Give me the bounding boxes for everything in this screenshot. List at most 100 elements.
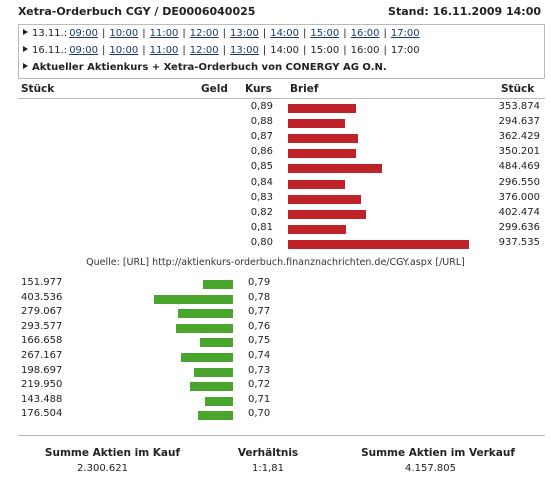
ask-price-label: 0,88 (250, 116, 273, 128)
triangle-right-icon (23, 29, 28, 35)
nav-separator: | (303, 28, 307, 39)
bid-bar (180, 353, 233, 362)
nav-time-1-3[interactable]: 12:00 (189, 45, 219, 56)
nav-time-1-4[interactable]: 13:00 (230, 45, 259, 56)
ask-row: 0,85 484.469 (0, 161, 551, 176)
ask-price-label: 0,85 (250, 161, 273, 173)
bid-row: 143.488 0,71 (0, 394, 551, 409)
nav-time-1-0[interactable]: 09:00 (69, 45, 99, 56)
nav-time-0-2[interactable]: 11:00 (149, 28, 179, 39)
nav-time-0-1[interactable]: 10:00 (109, 28, 139, 39)
bid-volume-label: 219.950 (21, 379, 63, 391)
bid-row: 403.536 0,78 (0, 292, 551, 307)
ask-bar (288, 164, 382, 174)
bid-volume-label: 151.977 (21, 277, 63, 288)
ask-volume-label: 937.535 (498, 236, 540, 248)
nav-separator: | (262, 28, 267, 39)
ask-row: 0,89 353.874 (0, 101, 551, 116)
verhaeltnis-label: Verhältnis (237, 447, 299, 459)
nav-separator: | (303, 45, 307, 56)
nav-separator: | (182, 28, 186, 39)
nav-separator: | (102, 45, 106, 56)
bid-row: 219.950 0,72 (0, 379, 551, 394)
nav-time-1-1[interactable]: 10:00 (109, 45, 139, 56)
triangle-right-icon (23, 63, 28, 69)
header-divider (18, 98, 545, 99)
ask-row: 0,83 376.000 (0, 192, 551, 207)
ask-volume-label: 296.550 (498, 176, 540, 188)
bid-price-label: 0,79 (248, 277, 271, 288)
bid-row: 279.067 0,77 (0, 306, 551, 321)
ask-bar (288, 239, 469, 249)
bid-bar (200, 338, 233, 348)
timestamp: Stand: 16.11.2009 14:00 (388, 5, 541, 18)
bid-price-label: 0,75 (248, 335, 271, 347)
nav-separator: | (142, 45, 146, 56)
page-title: Xetra-Orderbuch CGY / DE0006040025 (18, 5, 256, 18)
nav-time-0-4[interactable]: 13:00 (230, 28, 259, 39)
nav-separator: | (383, 45, 387, 56)
nav-info-row[interactable]: Aktueller Aktienkurs + Xetra-Orderbuch v… (23, 62, 387, 78)
ask-volume-label: 362.429 (498, 131, 540, 143)
ask-row: 0,81 299.636 (0, 222, 551, 237)
nav-time-0-7[interactable]: 16:00 (350, 28, 380, 39)
nav-time-0-0[interactable]: 09:00 (69, 28, 99, 39)
bid-volume-label: 279.067 (21, 306, 63, 318)
header-geld: Geld (201, 83, 228, 95)
ask-volume-label: 350.201 (498, 146, 540, 158)
ask-bar (288, 209, 366, 219)
nav-time-0-6[interactable]: 15:00 (310, 28, 340, 39)
nav-time-1-5: 14:00 (270, 45, 300, 56)
nav-date: 13.11.: (32, 28, 68, 39)
nav-time-0-3[interactable]: 12:00 (189, 28, 219, 39)
nav-time-1-7: 16:00 (350, 45, 380, 56)
nav-time-1-6: 15:00 (310, 45, 340, 56)
bid-price-label: 0,72 (248, 379, 271, 391)
header-kurs: Kurs (245, 83, 272, 95)
bid-row: 166.658 0,75 (0, 335, 551, 350)
header-stueck-left: Stück (21, 83, 55, 95)
ask-price-label: 0,87 (250, 131, 273, 143)
bid-price-label: 0,70 (248, 408, 271, 420)
title-bar: Xetra-Orderbuch CGY / DE0006040025 Stand… (18, 3, 543, 21)
bid-price-label: 0,71 (248, 393, 271, 405)
ask-price-label: 0,83 (250, 191, 273, 203)
ask-row: 0,88 294.637 (0, 116, 551, 131)
bid-bar (175, 323, 233, 333)
ask-bar (288, 149, 356, 159)
ask-row: 0,80 937.535 (0, 237, 551, 252)
bid-volume-label: 403.536 (21, 291, 63, 303)
ask-bar (288, 119, 345, 129)
bid-bar (204, 396, 233, 406)
source-note[interactable]: Quelle: [URL] http://aktienkurs-orderbuc… (86, 257, 465, 268)
ask-bar (288, 179, 346, 189)
bid-price-label: 0,73 (248, 364, 271, 376)
nav-time-1-8: 17:00 (390, 45, 420, 56)
sum-kauf-value: 2.300.621 (77, 463, 128, 474)
ask-price-label: 0,86 (250, 146, 273, 158)
nav-time-0-8[interactable]: 17:00 (390, 28, 420, 39)
bid-row: 267.167 0,74 (0, 350, 551, 365)
bid-bar (154, 294, 233, 304)
nav-separator: | (102, 28, 106, 39)
bid-volume-label: 198.697 (21, 364, 63, 376)
ask-row: 0,84 296.550 (0, 177, 551, 192)
bid-bar (189, 382, 233, 392)
nav-separator: | (222, 45, 226, 56)
sum-verkauf-label: Summe Aktien im Verkauf (361, 447, 515, 459)
ask-bar (288, 134, 358, 144)
nav-row-16-11: 16.11.: 09:00 | 10:00 | 11:00 | 12:00 | 13:00 | 14:… (23, 45, 424, 61)
ask-row: 0,87 362.429 (0, 131, 551, 146)
nav-time-0-5[interactable]: 14:00 (270, 28, 300, 39)
bid-bar (194, 367, 233, 377)
nav-separator: | (383, 28, 387, 39)
ask-volume-label: 353.874 (498, 101, 540, 112)
sum-verkauf-value: 4.157.805 (405, 463, 456, 474)
ask-bar (288, 224, 346, 234)
bid-volume-label: 293.577 (21, 320, 63, 332)
info-link[interactable]: Aktueller Aktienkurs + Xetra-Orderbuch v… (32, 62, 387, 73)
nav-time-1-2[interactable]: 11:00 (149, 45, 179, 56)
ask-row: 0,86 350.201 (0, 146, 551, 161)
bid-price-label: 0,78 (248, 291, 271, 303)
nav-separator: | (182, 45, 186, 56)
